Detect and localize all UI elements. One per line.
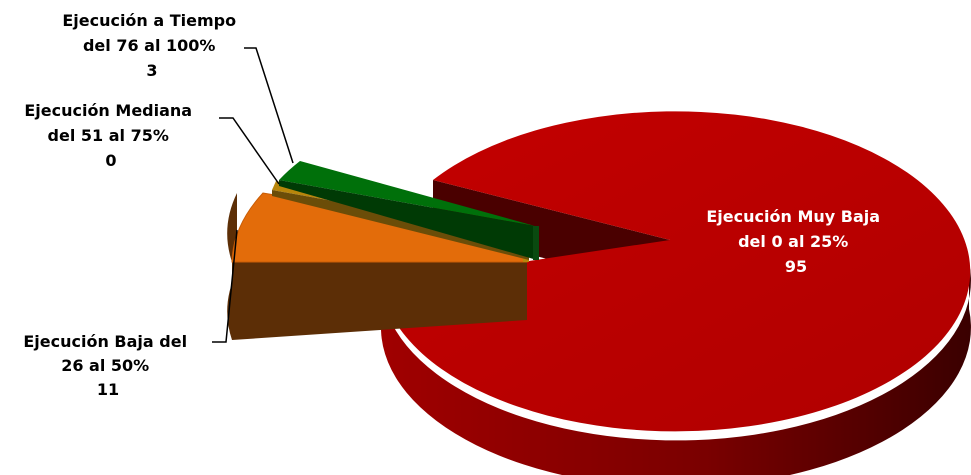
label-baja-value: 11: [97, 380, 119, 399]
label-baja: Ejecución Baja del 26 al 50% 11: [23, 332, 192, 399]
leader-line-baja: [212, 229, 238, 343]
slice-baja-top: [231, 192, 528, 263]
label-muy-baja: Ejecución Muy Baja del 0 al 25% 95: [706, 207, 885, 276]
label-muy-baja-line2: del 0 al 25%: [738, 232, 848, 251]
slice-baja-front-wall: [232, 262, 527, 340]
slice-muy-baja-top: [381, 111, 971, 432]
label-baja-line2: 26 al 50%: [61, 356, 149, 375]
slice-a-tiempo-top: [279, 161, 535, 226]
label-muy-baja-line1: Ejecución Muy Baja: [706, 207, 880, 226]
label-mediana-line1: Ejecución Mediana: [24, 101, 192, 120]
label-a-tiempo-value: 3: [146, 61, 157, 80]
slice-a-tiempo: [279, 161, 539, 260]
label-a-tiempo: Ejecución a Tiempo del 76 al 100% 3: [62, 11, 241, 80]
label-mediana-value: 0: [105, 151, 116, 170]
label-muy-baja-value: 95: [785, 257, 807, 276]
label-mediana: Ejecución Mediana del 51 al 75% 0: [24, 101, 197, 170]
slice-muy-baja-side: [381, 262, 971, 475]
leader-line-mediana: [219, 117, 280, 185]
label-mediana-line2: del 51 al 75%: [48, 126, 169, 145]
label-a-tiempo-line2: del 76 al 100%: [83, 36, 215, 55]
label-baja-line1: Ejecución Baja del: [23, 332, 187, 351]
slice-a-tiempo-edge: [533, 226, 539, 260]
leader-line-a-tiempo: [244, 47, 294, 164]
slice-mediana-side: [272, 190, 529, 260]
slice-a-tiempo-side: [279, 180, 537, 260]
slice-muy-baja: [381, 111, 971, 475]
label-a-tiempo-line1: Ejecución a Tiempo: [62, 11, 236, 30]
